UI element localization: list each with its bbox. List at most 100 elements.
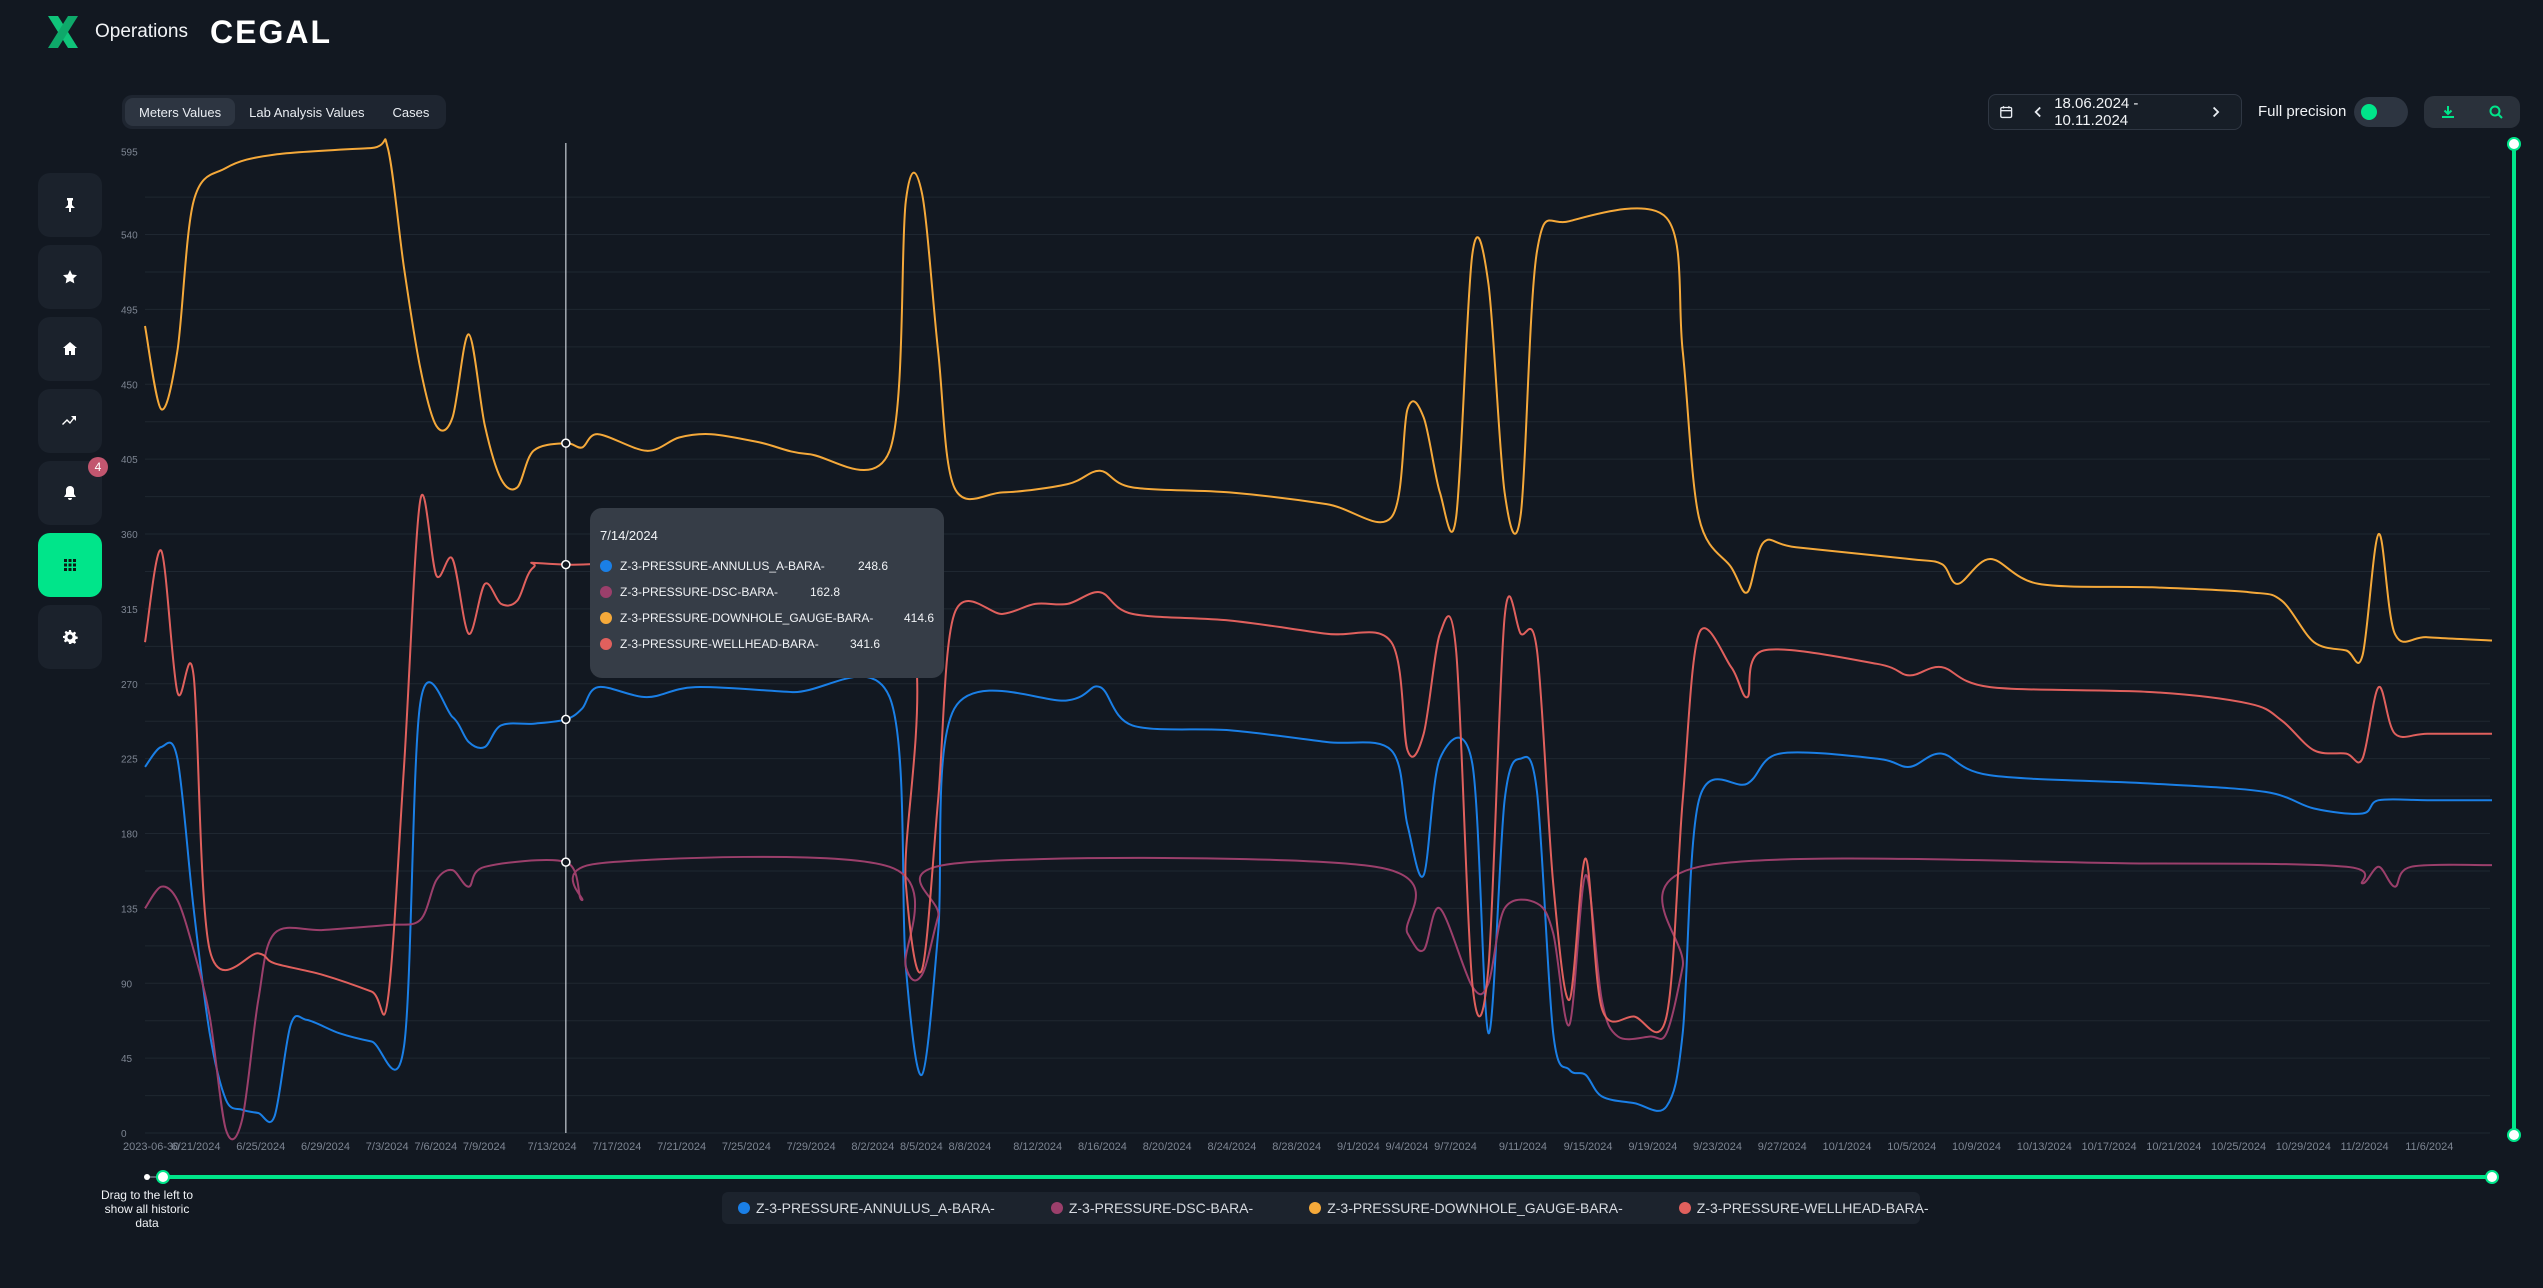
cursor-point	[561, 559, 571, 570]
tab-lab-analysis-values[interactable]: Lab Analysis Values	[249, 104, 365, 120]
y-tick-label: 90	[121, 979, 133, 990]
chart-series	[144, 138, 2493, 1141]
bell-icon	[64, 486, 76, 500]
tooltip-series-name: Z-3-PRESSURE-ANNULUS_A-BARA-	[620, 559, 825, 573]
chart-tooltip: 7/14/2024 Z-3-PRESSURE-ANNULUS_A-BARA- 2…	[590, 508, 944, 678]
sidebar-item-settings[interactable]	[38, 605, 102, 669]
cursor-point	[561, 438, 571, 448]
x-tick-label: 9/11/2024	[1499, 1141, 1547, 1153]
x-tick-label: 7/6/2024	[414, 1141, 457, 1153]
download-icon[interactable]	[2440, 104, 2456, 120]
series-color-dot	[600, 638, 612, 650]
x-tick-label: 8/12/2024	[1013, 1141, 1062, 1153]
x-axis: 2023-06-306/21/2024 6/25/2024 6/29/2024 7/3…	[123, 1141, 2453, 1153]
calendar-icon[interactable]	[1999, 104, 2013, 120]
x-tick-label: 10/13/2024	[2017, 1141, 2072, 1153]
y-tick-label: 360	[121, 530, 138, 541]
chevron-right-icon[interactable]	[2210, 106, 2221, 118]
cursor-point	[561, 714, 571, 725]
legend-item-wellhead[interactable]: Z-3-PRESSURE-WELLHEAD-BARA-	[1678, 1200, 1929, 1216]
x-tick-label: 8/8/2024	[948, 1141, 991, 1153]
sidebar-item-favorites[interactable]	[38, 245, 102, 309]
legend-color-dot	[1050, 1202, 1063, 1214]
x-logo-icon[interactable]	[46, 14, 80, 50]
x-tick-label: 6/21/2024	[172, 1141, 221, 1153]
trend-icon	[62, 416, 76, 425]
y-axis: 0 45 90 135 180 225 270 315 360 405 450 495 540 595	[121, 147, 138, 1140]
series-line[interactable]	[144, 493, 2492, 1034]
x-tick-label: 10/5/2024	[1887, 1141, 1936, 1153]
x-tick-label: 10/21/2024	[2146, 1141, 2201, 1153]
x-tick-label: 8/24/2024	[1207, 1141, 1256, 1153]
app-title: Operations	[95, 21, 188, 42]
x-tick-label: 8/2/2024	[851, 1141, 894, 1153]
star-icon	[63, 270, 77, 284]
x-tick-label: 9/1/2024	[1337, 1141, 1380, 1153]
legend-color-dot	[738, 1202, 750, 1214]
vertical-zoom-handle-bottom[interactable]	[2507, 1128, 2521, 1142]
series-color-dot	[600, 560, 612, 572]
y-tick-label: 495	[121, 305, 138, 316]
sidebar-item-pin[interactable]	[38, 173, 102, 237]
tooltip-series-name: Z-3-PRESSURE-DSC-BARA-	[620, 585, 779, 599]
y-tick-label: 0	[121, 1129, 127, 1140]
tooltip-series-value: 341.6	[850, 637, 881, 651]
sidebar-item-apps[interactable]	[38, 533, 102, 597]
series-line[interactable]	[144, 138, 2493, 664]
date-range-picker[interactable]: 18.06.2024 - 10.11.2024	[1988, 94, 2242, 130]
vertical-zoom-handle-top[interactable]	[2507, 137, 2521, 151]
full-precision-label: Full precision	[2258, 103, 2347, 120]
x-tick-label: 10/29/2024	[2276, 1141, 2331, 1153]
sidebar-item-trends[interactable]	[38, 389, 102, 453]
cursor-point	[561, 857, 571, 867]
x-tick-label: 8/20/2024	[1143, 1141, 1192, 1153]
range-slider-handle-right[interactable]	[2485, 1170, 2499, 1184]
legend-item-downhole-gauge[interactable]: Z-3-PRESSURE-DOWNHOLE_GAUGE-BARA-	[1309, 1200, 1623, 1216]
chart-grid	[145, 196, 2490, 1134]
top-bar: Operations CEGAL	[0, 0, 2543, 66]
y-tick-label: 225	[121, 755, 138, 766]
x-tick-label: 9/4/2024	[1386, 1141, 1429, 1153]
brand-logo: CEGAL	[210, 14, 332, 50]
tooltip-series-name: Z-3-PRESSURE-DOWNHOLE_GAUGE-BARA-	[620, 611, 874, 625]
sidebar-item-notifications[interactable]: 4	[38, 457, 108, 525]
view-tabs: Meters Values Lab Analysis Values Cases	[122, 95, 447, 129]
legend-label: Z-3-PRESSURE-ANNULUS_A-BARA-	[756, 1200, 995, 1216]
series-line[interactable]	[144, 675, 2492, 1123]
x-tick-label: 9/23/2024	[1693, 1141, 1742, 1153]
x-tick-label: 9/7/2024	[1434, 1141, 1477, 1153]
legend-item-dsc[interactable]: Z-3-PRESSURE-DSC-BARA-	[1050, 1200, 1254, 1216]
x-tick-label: 7/21/2024	[657, 1141, 706, 1153]
x-tick-label: 11/2/2024	[2341, 1141, 2389, 1153]
legend-label: Z-3-PRESSURE-DSC-BARA-	[1068, 1200, 1254, 1216]
legend-color-dot	[1678, 1202, 1691, 1214]
x-tick-label: 10/25/2024	[2211, 1141, 2266, 1153]
range-slider-handle-left[interactable]	[156, 1170, 170, 1184]
x-tick-label: 9/19/2024	[1628, 1141, 1677, 1153]
x-tick-label: 7/25/2024	[722, 1141, 771, 1153]
zoom-icon[interactable]	[2488, 104, 2504, 120]
tab-meters-values[interactable]: Meters Values	[125, 98, 236, 126]
y-tick-label: 405	[121, 455, 138, 466]
notification-badge: 4	[88, 457, 108, 477]
gear-icon	[63, 630, 78, 644]
x-tick-label: 10/1/2024	[1823, 1141, 1872, 1153]
x-tick-label: 7/9/2024	[463, 1141, 506, 1153]
chevron-left-icon[interactable]	[2033, 106, 2044, 118]
series-color-dot	[600, 612, 612, 624]
legend-item-annulus[interactable]: Z-3-PRESSURE-ANNULUS_A-BARA-	[738, 1200, 995, 1216]
tooltip-date: 7/14/2024	[600, 528, 658, 543]
x-tick-label: 10/17/2024	[2082, 1141, 2137, 1153]
x-tick-label: 8/5/2024	[900, 1141, 943, 1153]
x-tick-label: 2023-06-30	[123, 1141, 179, 1153]
x-tick-label: 6/25/2024	[236, 1141, 285, 1153]
full-precision-toggle[interactable]	[2354, 97, 2408, 127]
y-tick-label: 315	[121, 605, 138, 616]
series-line[interactable]	[144, 855, 2493, 1141]
series-color-dot	[600, 586, 612, 598]
sidebar-item-home[interactable]	[38, 317, 102, 381]
tab-cases[interactable]: Cases	[392, 104, 430, 120]
tooltip-row: Z-3-PRESSURE-WELLHEAD-BARA- 341.6	[600, 631, 934, 657]
tooltip-series-name: Z-3-PRESSURE-WELLHEAD-BARA-	[620, 637, 819, 651]
